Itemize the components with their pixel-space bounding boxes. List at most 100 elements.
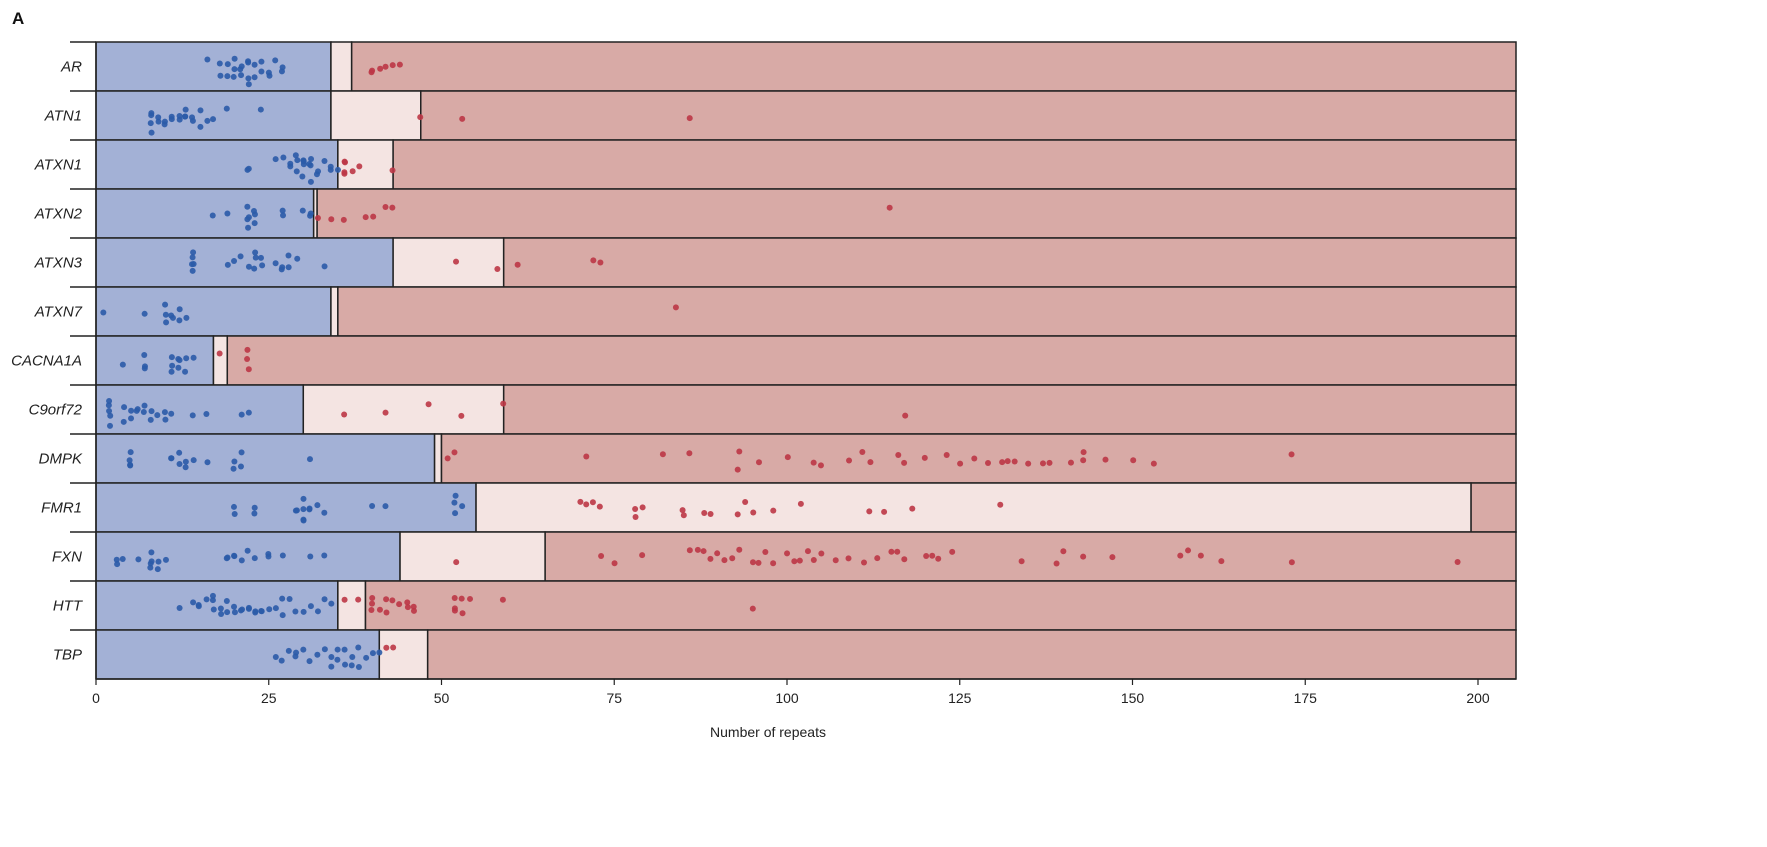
data-point — [707, 555, 714, 562]
data-point — [1060, 548, 1067, 555]
data-point — [383, 644, 390, 651]
gene-label: AR — [60, 59, 82, 76]
data-point — [252, 249, 259, 256]
data-point — [632, 506, 639, 513]
data-point — [168, 312, 175, 319]
data-point — [189, 412, 196, 419]
data-point — [382, 409, 389, 416]
data-point — [348, 662, 355, 669]
data-point — [163, 319, 170, 326]
data-point — [209, 592, 216, 599]
data-point — [162, 301, 169, 308]
x-tick-label: 75 — [606, 690, 622, 706]
data-point — [1177, 552, 1184, 559]
data-point — [382, 63, 389, 70]
pathogenic-range-bar — [502, 237, 1517, 288]
intermediate-range-bar — [212, 335, 229, 386]
gene-label: ATXN2 — [34, 206, 83, 223]
data-point — [770, 560, 777, 567]
data-point — [224, 61, 231, 68]
data-point — [404, 604, 411, 611]
data-point — [308, 156, 315, 163]
x-tick-label: 150 — [1121, 690, 1145, 706]
data-point — [197, 107, 204, 114]
data-point — [100, 309, 107, 316]
data-point — [189, 254, 196, 261]
data-point — [292, 608, 299, 615]
data-point — [141, 352, 148, 359]
pathogenic-range-bar — [392, 139, 1517, 190]
data-point — [135, 556, 142, 563]
data-point — [119, 556, 126, 563]
data-point — [363, 654, 370, 661]
data-point — [881, 508, 888, 515]
x-tick-label: 175 — [1294, 690, 1318, 706]
gene-row-TBP: TBP — [53, 629, 1517, 680]
data-point — [217, 72, 224, 79]
data-point — [1080, 553, 1087, 560]
data-point — [182, 113, 189, 120]
data-point — [943, 452, 950, 459]
data-point — [389, 62, 396, 69]
data-point — [458, 595, 465, 602]
data-point — [266, 606, 273, 613]
data-point — [804, 548, 811, 555]
pathogenic-range-bar — [544, 531, 1517, 582]
data-point — [244, 203, 251, 210]
data-point — [729, 555, 736, 562]
data-point — [355, 596, 362, 603]
data-point — [452, 510, 459, 517]
normal-range-bar — [95, 580, 339, 631]
gene-row-FXN: FXN — [52, 531, 1517, 582]
data-point — [369, 650, 376, 657]
data-point — [451, 499, 458, 506]
data-point — [500, 400, 507, 407]
data-point — [321, 552, 328, 559]
gene-rows: AR ATN1 ATXN1 ATXN2 ATXN3 ATXN7 CACNA1A C9orf72… — [11, 41, 1517, 680]
data-point — [784, 550, 791, 557]
data-point — [796, 557, 803, 564]
data-point — [321, 157, 328, 164]
data-point — [223, 598, 230, 605]
gene-row-ATN1: ATN1 — [44, 90, 1517, 141]
data-point — [107, 422, 114, 429]
data-point — [797, 500, 804, 507]
data-point — [894, 548, 901, 555]
data-point — [183, 355, 190, 362]
gene-row-ATXN7: ATXN7 — [34, 286, 1517, 337]
data-point — [176, 357, 183, 364]
data-point — [341, 411, 348, 418]
data-point — [245, 75, 252, 82]
data-point — [314, 502, 321, 509]
data-point — [300, 517, 307, 524]
data-point — [189, 261, 196, 268]
data-point — [1039, 460, 1046, 467]
data-point — [583, 453, 590, 460]
data-point — [106, 407, 113, 414]
data-point — [287, 160, 294, 167]
data-point — [250, 208, 257, 215]
data-point — [909, 505, 916, 512]
data-point — [121, 404, 128, 411]
data-point — [1150, 460, 1157, 467]
data-point — [161, 409, 168, 416]
data-point — [701, 509, 708, 516]
data-point — [369, 600, 376, 607]
data-point — [245, 165, 252, 172]
data-point — [300, 506, 307, 513]
data-point — [161, 121, 168, 128]
data-point — [204, 117, 211, 124]
data-point — [1018, 558, 1025, 565]
data-point — [390, 644, 397, 651]
data-point — [1053, 560, 1060, 567]
intermediate-range-bar — [433, 433, 443, 484]
data-point — [209, 212, 216, 219]
data-point — [204, 459, 211, 466]
data-point — [155, 558, 162, 565]
data-point — [494, 265, 501, 272]
data-point — [376, 606, 383, 613]
data-point — [231, 553, 238, 560]
data-point — [734, 466, 741, 473]
data-point — [238, 72, 245, 79]
gene-label: ATXN7 — [34, 304, 83, 321]
